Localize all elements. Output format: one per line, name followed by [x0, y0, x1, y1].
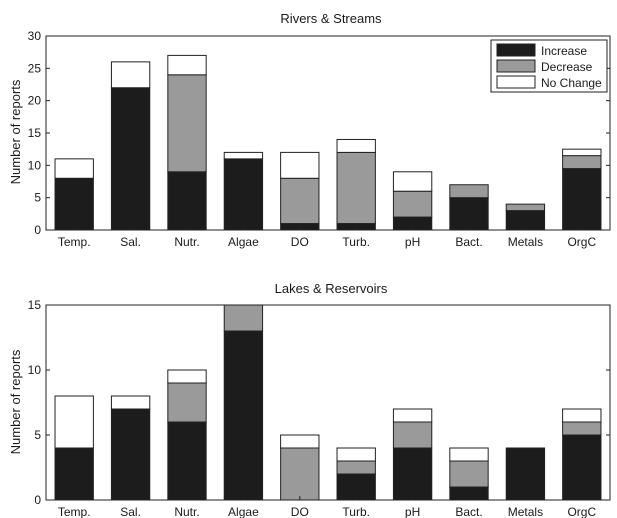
y-tick-label: 25 — [28, 61, 42, 75]
bar-no-change — [562, 408, 602, 423]
bar-decrease — [562, 155, 602, 170]
y-axis-label: Number of reports — [8, 349, 23, 454]
y-tick-label: 5 — [34, 428, 41, 442]
y-tick-label: 0 — [34, 223, 41, 237]
bar-increase — [110, 87, 151, 231]
x-tick-label: Algae — [228, 505, 259, 518]
bar-no-change — [110, 61, 151, 89]
bar-decrease — [223, 304, 264, 332]
bar-no-change — [336, 138, 376, 153]
bars-layer — [54, 54, 602, 231]
bar-decrease — [336, 151, 376, 225]
bar-decrease — [336, 460, 376, 475]
chart-title: Lakes & Reservoirs — [275, 281, 388, 296]
legend-swatch — [496, 59, 536, 73]
bar-decrease — [392, 421, 433, 449]
bar-no-change — [54, 158, 94, 179]
x-tick-label: Turb. — [342, 505, 370, 518]
plot-frame — [45, 304, 611, 501]
y-tick-label: 15 — [28, 126, 42, 140]
x-tick-label: pH — [405, 505, 420, 518]
bar-decrease — [167, 74, 207, 173]
x-tick-label: OrgC — [567, 235, 596, 249]
bar-increase — [392, 447, 433, 501]
x-tick-label: Algae — [228, 235, 259, 249]
bar-no-change — [54, 395, 94, 449]
bar-decrease — [280, 447, 320, 501]
bars-layer — [54, 304, 602, 501]
bar-no-change — [280, 151, 320, 179]
x-tick-label: pH — [405, 235, 420, 249]
bar-decrease — [167, 382, 207, 423]
bar-decrease — [280, 177, 320, 225]
legend-swatch — [496, 43, 536, 57]
x-tick-label: OrgC — [567, 505, 596, 518]
x-tick-label: Turb. — [342, 235, 370, 249]
x-tick-label: DO — [291, 505, 309, 518]
bar-decrease — [562, 421, 602, 436]
bar-no-change — [449, 447, 489, 462]
x-ticks: Temp. Sal. Nutr. Algae DO Turb. pH Bact. Metals O… — [58, 226, 596, 249]
bar-no-change — [167, 369, 207, 384]
bar-no-change — [280, 434, 320, 449]
chart-title: Rivers & Streams — [280, 11, 382, 26]
bar-increase — [223, 158, 264, 231]
bar-decrease — [449, 460, 489, 488]
bar-decrease — [505, 203, 546, 212]
chart-lakes-reservoirs: Lakes & Reservoirs Number of reports 0 5 1… — [8, 281, 611, 518]
legend-label: Decrease — [541, 60, 593, 74]
bar-increase — [223, 330, 264, 501]
bar-increase — [562, 168, 602, 231]
x-tick-label: Temp. — [58, 235, 91, 249]
y-tick-label: 30 — [28, 29, 42, 43]
x-tick-label: Sal. — [120, 505, 141, 518]
x-ticks: Temp. Sal. Nutr. Algae DO Turb. pH Bact. Metals O… — [58, 496, 596, 518]
bar-no-change — [336, 447, 376, 462]
y-tick-label: 5 — [34, 191, 41, 205]
bar-increase — [54, 177, 94, 231]
x-tick-label: Nutr. — [174, 505, 199, 518]
bar-increase — [505, 447, 546, 501]
x-tick-label: Temp. — [58, 505, 91, 518]
x-tick-label: Metals — [508, 505, 543, 518]
bar-no-change — [167, 54, 207, 76]
x-tick-label: Bact. — [455, 235, 482, 249]
bar-decrease — [449, 184, 489, 199]
y-tick-label: 15 — [28, 298, 42, 312]
bar-increase — [167, 421, 207, 501]
y-tick-label: 20 — [28, 94, 42, 108]
x-tick-label: DO — [291, 235, 309, 249]
legend: Increase Decrease No Change — [490, 39, 608, 93]
y-axis-label: Number of reports — [8, 79, 23, 184]
bar-increase — [110, 408, 151, 501]
bar-no-change — [223, 151, 264, 160]
x-tick-label: Sal. — [120, 235, 141, 249]
y-tick-label: 10 — [28, 363, 42, 377]
bar-no-change — [392, 171, 433, 192]
legend-label: No Change — [541, 76, 602, 90]
x-tick-label: Nutr. — [174, 235, 199, 249]
bar-increase — [167, 171, 207, 231]
bar-no-change — [392, 408, 433, 423]
y-ticks: 0 5 10 15 — [28, 298, 610, 507]
legend-label: Increase — [541, 44, 587, 58]
x-tick-label: Bact. — [455, 505, 482, 518]
bar-increase — [562, 434, 602, 501]
bar-no-change — [562, 148, 602, 157]
bar-no-change — [110, 395, 151, 410]
bar-decrease — [392, 190, 433, 218]
bar-increase — [54, 447, 94, 501]
y-tick-label: 0 — [34, 493, 41, 507]
x-tick-label: Metals — [508, 235, 543, 249]
legend-swatch — [496, 75, 536, 89]
bar-increase — [449, 197, 489, 231]
y-tick-label: 10 — [28, 158, 42, 172]
chart-rivers-streams: Rivers & Streams Number of reports 0 5 10 1… — [8, 11, 611, 249]
